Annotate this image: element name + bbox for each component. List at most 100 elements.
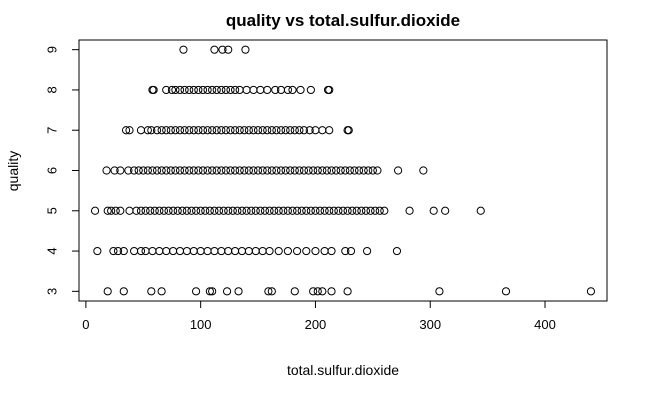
data-point <box>299 166 309 175</box>
data-point <box>299 126 309 135</box>
data-point <box>203 246 212 256</box>
data-point <box>366 206 375 215</box>
chart-title: quality vs total.sulfur.dioxide <box>226 11 460 30</box>
data-point <box>286 126 295 135</box>
data-point <box>171 126 180 135</box>
data-point <box>364 166 373 175</box>
x-tick-label: 100 <box>190 317 212 332</box>
data-point <box>258 246 267 256</box>
data-point <box>302 246 311 256</box>
data-point <box>476 206 485 215</box>
data-point <box>125 126 134 135</box>
data-point <box>281 166 290 175</box>
data-point <box>288 206 297 215</box>
y-tick-label: 5 <box>45 207 60 214</box>
data-point <box>212 126 221 135</box>
data-point <box>152 126 162 135</box>
data-point <box>341 166 350 175</box>
data-point <box>249 126 258 135</box>
data-point <box>132 206 141 215</box>
data-point <box>304 166 313 175</box>
data-point <box>162 166 171 175</box>
data-point <box>205 287 214 296</box>
data-point <box>150 206 159 215</box>
data-point <box>175 85 185 95</box>
data-point <box>368 166 377 175</box>
data-point <box>147 126 156 135</box>
data-point <box>212 85 221 95</box>
data-point <box>235 166 244 175</box>
data-point <box>116 166 125 175</box>
data-point <box>219 206 228 215</box>
data-point <box>217 85 226 95</box>
data-point <box>320 246 329 256</box>
data-point <box>373 166 382 175</box>
y-axis: 3 4 5 6 7 8 9 <box>45 46 80 295</box>
data-point <box>162 85 171 95</box>
data-point <box>263 85 272 95</box>
data-point <box>348 206 357 215</box>
data-point <box>185 85 194 95</box>
data-point <box>283 206 292 215</box>
data-point <box>405 206 414 215</box>
data-point <box>194 126 203 135</box>
data-point <box>162 246 171 256</box>
data-point <box>260 206 270 215</box>
data-point <box>178 206 187 215</box>
data-point <box>125 206 134 215</box>
data-point <box>305 126 314 135</box>
data-point <box>171 166 180 175</box>
data-point <box>241 45 250 54</box>
data-point <box>136 206 146 215</box>
data-point <box>297 206 306 215</box>
data-point <box>265 206 274 215</box>
data-point <box>93 246 102 256</box>
data-point <box>237 246 247 256</box>
y-tick-label: 6 <box>45 167 60 174</box>
data-point <box>148 246 157 256</box>
data-point <box>121 126 131 135</box>
data-point <box>130 246 139 256</box>
data-point <box>357 206 366 215</box>
data-points <box>90 45 596 296</box>
data-point <box>343 206 352 215</box>
data-point <box>242 85 251 95</box>
x-tick-label: 400 <box>534 317 556 332</box>
data-point <box>169 246 178 256</box>
data-point <box>380 206 389 215</box>
data-point <box>244 126 253 135</box>
data-point <box>309 287 318 296</box>
data-point <box>203 166 212 175</box>
data-point <box>166 126 175 135</box>
data-point <box>189 246 198 256</box>
data-point <box>251 206 260 215</box>
data-point <box>171 85 180 95</box>
data-point <box>217 246 226 256</box>
data-point <box>309 166 318 175</box>
data-point <box>441 206 450 215</box>
data-point <box>235 85 244 95</box>
data-point <box>350 166 359 175</box>
data-point <box>256 206 265 215</box>
data-point <box>244 246 253 256</box>
data-point <box>235 126 244 135</box>
x-axis-label: total.sulfur.dioxide <box>287 362 399 378</box>
data-point <box>196 206 205 215</box>
data-point <box>194 166 203 175</box>
data-point <box>271 85 280 95</box>
data-point <box>311 206 320 215</box>
data-point <box>124 166 133 175</box>
data-point <box>208 126 217 135</box>
data-point <box>237 206 247 215</box>
data-point <box>212 166 221 175</box>
data-point <box>221 85 231 95</box>
data-point <box>315 206 325 215</box>
data-point <box>134 166 143 175</box>
data-point <box>281 126 290 135</box>
data-point <box>306 206 315 215</box>
data-point <box>139 166 148 175</box>
data-point <box>354 166 364 175</box>
data-point <box>295 166 304 175</box>
data-point <box>141 246 150 256</box>
data-point <box>157 166 166 175</box>
